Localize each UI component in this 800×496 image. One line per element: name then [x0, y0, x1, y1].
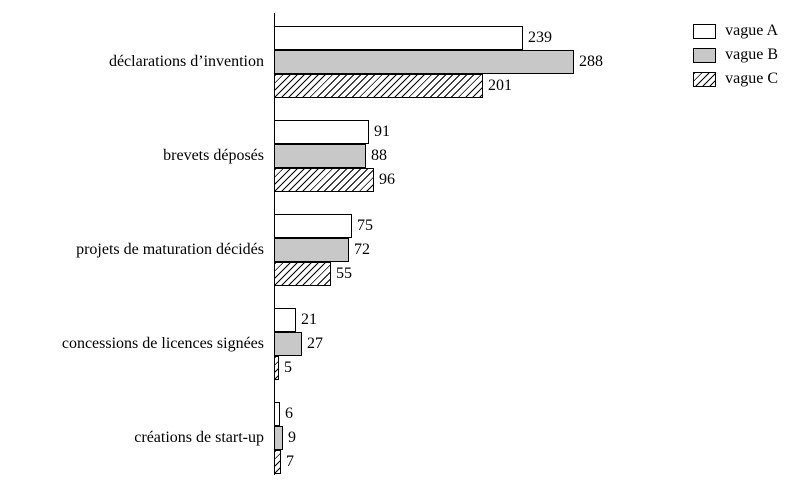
bar-row: 7: [274, 450, 296, 474]
bar-row: 6: [274, 402, 296, 426]
bar-row: 96: [274, 168, 395, 192]
value-label: 21: [301, 311, 317, 328]
bar-vague-b: [274, 238, 349, 262]
legend-label: vague B: [725, 46, 778, 63]
value-label: 201: [488, 77, 512, 94]
bar-row: 27: [274, 332, 323, 356]
bar-row: 9: [274, 426, 296, 450]
category-label: concessions de licences signées: [61, 334, 264, 352]
value-label: 9: [288, 429, 296, 446]
bar-vague-a: [274, 214, 352, 238]
bar-row: 72: [274, 238, 373, 262]
bar-row: 5: [274, 356, 323, 380]
bar-vague-b: [274, 426, 283, 450]
bar-group: 91 88 96: [274, 120, 395, 192]
legend-swatch-gray: [693, 47, 717, 63]
bar-row: 55: [274, 262, 373, 286]
value-label: 55: [336, 265, 352, 282]
category-label: créations de start-up: [134, 428, 264, 446]
bar-row: 91: [274, 120, 395, 144]
bar-row: 201: [274, 74, 603, 98]
bar-row: 288: [274, 50, 603, 74]
category-group: concessions de licences signées 21 27 5: [0, 308, 603, 380]
value-label: 88: [371, 147, 387, 164]
bar-vague-c: [274, 262, 331, 286]
category-group: créations de start-up 6 9 7: [0, 402, 603, 474]
legend-label: vague C: [725, 70, 778, 87]
category-label: déclarations d’invention: [108, 52, 264, 70]
legend-label: vague A: [725, 22, 778, 39]
bar-vague-c: [274, 450, 281, 474]
bar-vague-c: [274, 74, 483, 98]
legend-item-vague-c: vague C: [693, 70, 778, 88]
legend: vague A vague B vague C: [693, 22, 778, 88]
value-label: 75: [357, 217, 373, 234]
bar-vague-b: [274, 332, 302, 356]
bar-group: 21 27 5: [274, 308, 323, 380]
value-label: 239: [528, 29, 552, 46]
value-label: 6: [285, 405, 293, 422]
y-axis-line: [274, 13, 275, 475]
category-group: projets de maturation décidés 75 72 55: [0, 214, 603, 286]
value-label: 7: [286, 453, 294, 470]
bar-group: 6 9 7: [274, 402, 296, 474]
legend-swatch-white: [693, 23, 717, 39]
bar-group: 239 288 201: [274, 26, 603, 98]
bar-row: 239: [274, 26, 603, 50]
bar-vague-a: [274, 26, 523, 50]
bar-row: 21: [274, 308, 323, 332]
category-label: projets de maturation décidés: [76, 240, 264, 258]
value-label: 27: [307, 335, 323, 352]
legend-item-vague-b: vague B: [693, 46, 778, 64]
bar-row: 88: [274, 144, 395, 168]
bar-vague-b: [274, 50, 574, 74]
bar-vague-a: [274, 308, 296, 332]
bar-vague-a: [274, 120, 369, 144]
value-label: 288: [579, 53, 603, 70]
legend-swatch-hatched: [693, 71, 717, 87]
category-label: brevets déposés: [163, 146, 264, 164]
value-label: 72: [354, 241, 370, 258]
value-label: 96: [379, 171, 395, 188]
value-label: 5: [284, 359, 292, 376]
bar-row: 75: [274, 214, 373, 238]
bar-vague-c: [274, 168, 374, 192]
category-group: déclarations d’invention 239 288 201: [0, 26, 603, 98]
legend-item-vague-a: vague A: [693, 22, 778, 40]
plot-area: déclarations d’invention 239 288 201 brevets…: [0, 13, 603, 496]
bar-vague-b: [274, 144, 366, 168]
value-label: 91: [374, 123, 390, 140]
category-group: brevets déposés 91 88 96: [0, 120, 603, 192]
bar-group: 75 72 55: [274, 214, 373, 286]
